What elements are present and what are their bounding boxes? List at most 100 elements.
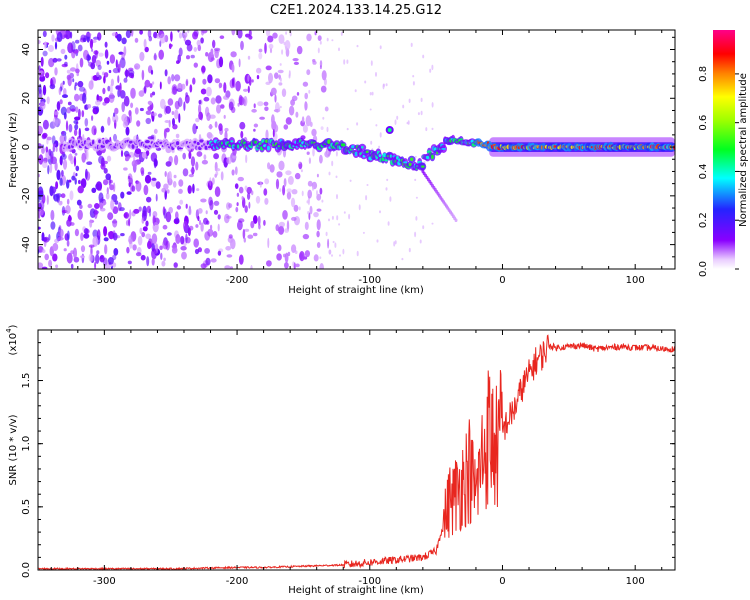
noise-speckle xyxy=(209,199,214,211)
ridge-core xyxy=(389,154,393,158)
noise-speckle xyxy=(178,188,183,194)
noise-speckle xyxy=(252,232,258,237)
noise-speckle xyxy=(111,32,117,37)
noise-speckle xyxy=(412,75,415,78)
ridge-core xyxy=(408,162,412,167)
noise-speckle xyxy=(62,159,68,170)
noise-speckle xyxy=(104,244,107,254)
noise-speckle xyxy=(349,179,352,182)
x-tick-label: -300 xyxy=(93,275,116,286)
noise-speckle xyxy=(70,250,75,255)
noise-speckle xyxy=(293,61,299,65)
noise-speckle xyxy=(121,113,128,123)
noise-speckle xyxy=(54,67,58,76)
noise-speckle xyxy=(396,115,399,120)
noise-speckle xyxy=(331,254,333,257)
y-tick-label: 40 xyxy=(21,43,32,56)
noise-speckle xyxy=(215,95,222,104)
noise-speckle xyxy=(151,112,157,117)
ridge-core xyxy=(98,139,102,144)
spectrogram-y-ticks: -40 -20 0 20 40 xyxy=(21,36,675,270)
colorbar-label: Normalized spectral amplitude xyxy=(738,73,749,227)
noise-speckle xyxy=(240,130,244,139)
noise-speckle xyxy=(193,62,198,68)
noise-speckle xyxy=(69,67,77,72)
noise-speckle xyxy=(201,30,208,34)
noise-speckle xyxy=(312,186,314,191)
noise-speckle xyxy=(153,157,157,169)
y-tick-label: 0 xyxy=(21,144,32,150)
noise-speckle xyxy=(231,169,235,176)
colorbar-tick-label: 0.4 xyxy=(698,163,709,179)
noise-speckle xyxy=(356,250,359,257)
noise-speckle xyxy=(332,240,335,244)
figure-title: C2E1.2024.133.14.25.G12 xyxy=(270,3,442,18)
noise-speckle xyxy=(139,51,145,62)
noise-speckle xyxy=(139,107,144,112)
noise-speckle xyxy=(112,262,117,268)
noise-speckle xyxy=(250,265,253,269)
noise-speckle xyxy=(316,190,318,196)
noise-speckle xyxy=(286,220,290,232)
noise-speckle xyxy=(92,229,98,238)
noise-speckle xyxy=(206,112,211,121)
noise-speckle xyxy=(292,58,299,62)
noise-speckle xyxy=(77,209,83,220)
noise-speckle xyxy=(73,155,77,167)
noise-speckle xyxy=(42,30,47,38)
noise-speckle xyxy=(109,54,116,64)
noise-speckle xyxy=(73,247,77,259)
noise-speckle xyxy=(146,196,152,203)
colorbar-ticks: 0.0 0.2 0.4 0.6 0.8 xyxy=(698,66,739,277)
noise-speckle xyxy=(198,100,202,105)
noise-speckle xyxy=(267,35,274,43)
noise-speckle xyxy=(172,118,175,126)
noise-speckle xyxy=(175,234,181,244)
noise-speckle xyxy=(147,171,152,175)
noise-speckle xyxy=(258,52,263,60)
noise-speckle xyxy=(282,185,286,196)
noise-speckle xyxy=(185,92,188,98)
noise-speckle xyxy=(164,189,167,200)
noise-speckle xyxy=(65,205,71,214)
noise-speckle xyxy=(39,200,45,211)
noise-speckle xyxy=(178,113,181,123)
noise-speckle xyxy=(52,242,59,252)
noise-speckle xyxy=(294,250,298,254)
x-tick-label: -300 xyxy=(93,576,116,587)
noise-speckle xyxy=(320,126,324,130)
noise-speckle xyxy=(60,193,66,199)
noise-speckle xyxy=(164,69,168,77)
noise-speckle xyxy=(127,260,132,265)
noise-speckle xyxy=(50,153,54,164)
noise-speckle xyxy=(132,244,137,251)
noise-speckle xyxy=(114,200,119,205)
noise-speckle xyxy=(322,116,325,120)
noise-speckle xyxy=(119,207,125,212)
ridge-core xyxy=(403,161,408,164)
y-tick-label: 1.0 xyxy=(21,436,32,452)
noise-speckle xyxy=(134,107,139,115)
noise-speckle xyxy=(62,94,68,98)
noise-speckle xyxy=(38,39,41,45)
noise-speckle xyxy=(328,218,330,222)
noise-speckle xyxy=(238,58,241,68)
noise-speckle xyxy=(144,174,152,184)
noise-speckle xyxy=(283,124,289,130)
noise-speckle xyxy=(38,125,43,135)
noise-speckle xyxy=(306,69,311,76)
noise-speckle xyxy=(125,220,129,226)
noise-speckle xyxy=(242,228,246,240)
noise-speckle xyxy=(307,189,313,199)
noise-speckle xyxy=(75,68,80,74)
noise-speckle xyxy=(185,80,189,87)
x-tick-label: -100 xyxy=(358,275,381,286)
noise-speckle xyxy=(173,174,177,179)
noise-speckle xyxy=(241,196,244,201)
noise-speckle xyxy=(182,168,189,177)
noise-speckle xyxy=(96,71,100,78)
noise-speckle xyxy=(185,233,188,244)
noise-speckle xyxy=(212,39,216,49)
noise-speckle xyxy=(319,40,322,45)
noise-speckle xyxy=(257,101,264,107)
